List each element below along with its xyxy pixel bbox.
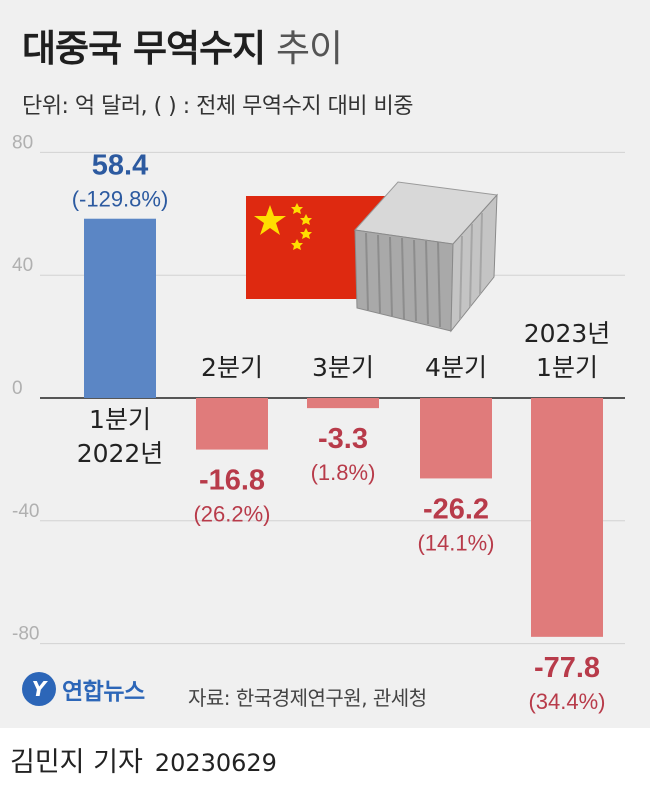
author-name: 김민지 기자 — [10, 747, 143, 778]
y-tick-label: -40 — [12, 501, 39, 522]
yonhap-logo: Y 연합뉴스 — [22, 672, 145, 706]
category-label: 1분기 — [536, 353, 598, 382]
data-label: 58.4 — [92, 150, 148, 182]
bar — [307, 398, 379, 409]
data-label: -16.8 — [199, 465, 265, 497]
bar — [531, 398, 603, 637]
share-label: (34.4%) — [528, 689, 605, 714]
y-tick-label: -80 — [12, 624, 39, 645]
category-label: 4분기 — [425, 353, 487, 382]
category-label: 2분기 — [201, 353, 263, 382]
logo-text: 연합뉴스 — [62, 679, 145, 705]
y-tick-label: 80 — [12, 132, 33, 153]
bar — [420, 398, 492, 479]
byline: 김민지 기자 20230629 — [10, 740, 277, 779]
illustration — [246, 181, 499, 333]
share-label: (26.2%) — [193, 502, 270, 527]
share-label: (1.8%) — [311, 460, 376, 485]
source-note: 자료: 한국경제연구원, 관세청 — [188, 686, 427, 710]
category-label: 2023년 — [524, 319, 611, 348]
share-label: (-129.8%) — [72, 187, 169, 212]
category-label: 1분기 — [89, 405, 151, 434]
shipping-container-icon — [354, 181, 499, 333]
title-bold: 대중국 무역수지 — [22, 27, 266, 70]
share-label: (14.1%) — [417, 530, 494, 555]
data-label: -77.8 — [534, 652, 600, 684]
data-label: -26.2 — [423, 493, 489, 525]
chart-subtitle: 단위: 억 달러, ( ) : 전체 무역수지 대비 비중 — [22, 94, 414, 119]
y-tick-label: 0 — [12, 378, 23, 399]
category-label: 2022년 — [77, 439, 164, 468]
page-title: 대중국 무역수지 추이 — [22, 18, 343, 72]
logo-mark-icon: Y — [22, 672, 56, 706]
y-tick-label: 40 — [12, 255, 33, 276]
bar — [84, 218, 156, 398]
bar — [196, 398, 268, 450]
title-light: 추이 — [275, 27, 343, 70]
publish-date: 20230629 — [154, 749, 277, 777]
bar-chart: 80 40 0 -40 -80 — [12, 132, 625, 714]
category-label: 3분기 — [312, 353, 374, 382]
data-label: -3.3 — [318, 423, 368, 455]
